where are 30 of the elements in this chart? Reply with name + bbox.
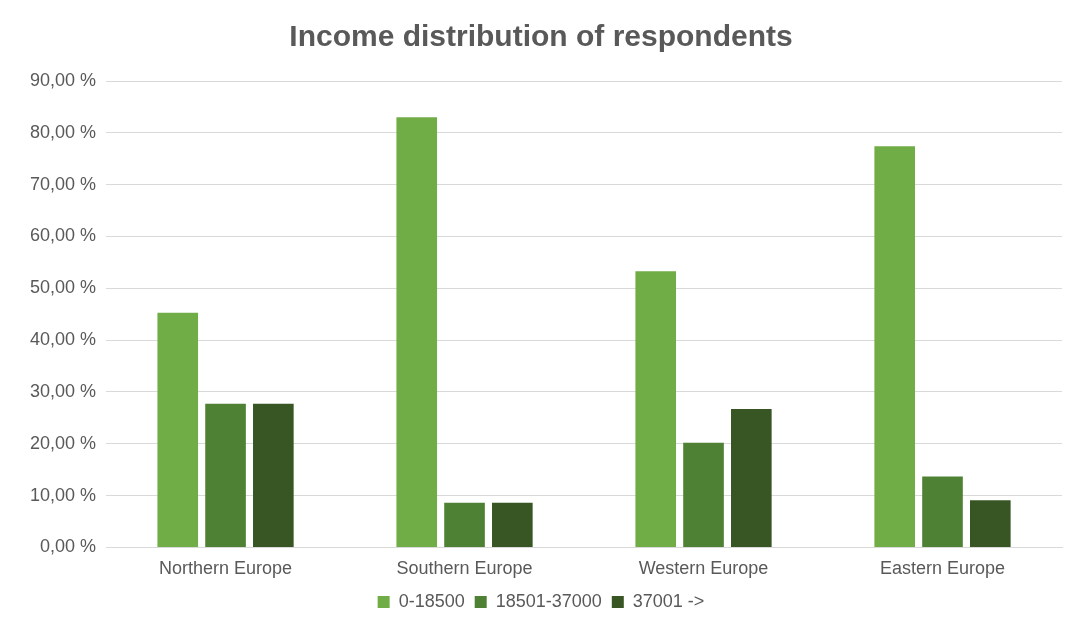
bar: [969, 500, 1011, 547]
bar: [683, 442, 724, 547]
bar: [253, 403, 294, 547]
y-tick-label: 30,00 %: [29, 380, 97, 401]
bar: [157, 312, 199, 547]
x-tick-label: Southern Europe: [396, 558, 533, 579]
y-tick-label: 50,00 %: [29, 277, 97, 298]
bar: [444, 502, 485, 547]
bar: [731, 409, 772, 547]
y-tick-label: 80,00 %: [29, 121, 97, 142]
y-tick-label: 60,00 %: [29, 225, 97, 246]
y-tick-label: 10,00 %: [29, 484, 97, 505]
bar: [396, 117, 438, 547]
x-tick-label: Western Europe: [638, 558, 769, 579]
bar: [205, 403, 246, 547]
bar: [874, 146, 916, 547]
bar: [635, 271, 677, 547]
y-tick-label: 0,00 %: [40, 536, 97, 557]
bar: [922, 476, 963, 547]
x-tick-label: Northern Europe: [159, 558, 293, 579]
x-tick-label: Eastern Europe: [879, 558, 1006, 579]
chart-title: Income distribution of respondents: [289, 19, 793, 53]
bar: [492, 502, 533, 547]
y-tick-label: 40,00 %: [29, 329, 97, 350]
y-tick-label: 20,00 %: [29, 432, 97, 453]
y-tick-label: 90,00 %: [29, 69, 97, 90]
legend-label: 18501-37000: [495, 590, 602, 611]
legend-label: 0-18500: [398, 590, 465, 611]
legend-label: 37001 ->: [632, 590, 705, 611]
y-tick-label: 70,00 %: [29, 173, 97, 194]
